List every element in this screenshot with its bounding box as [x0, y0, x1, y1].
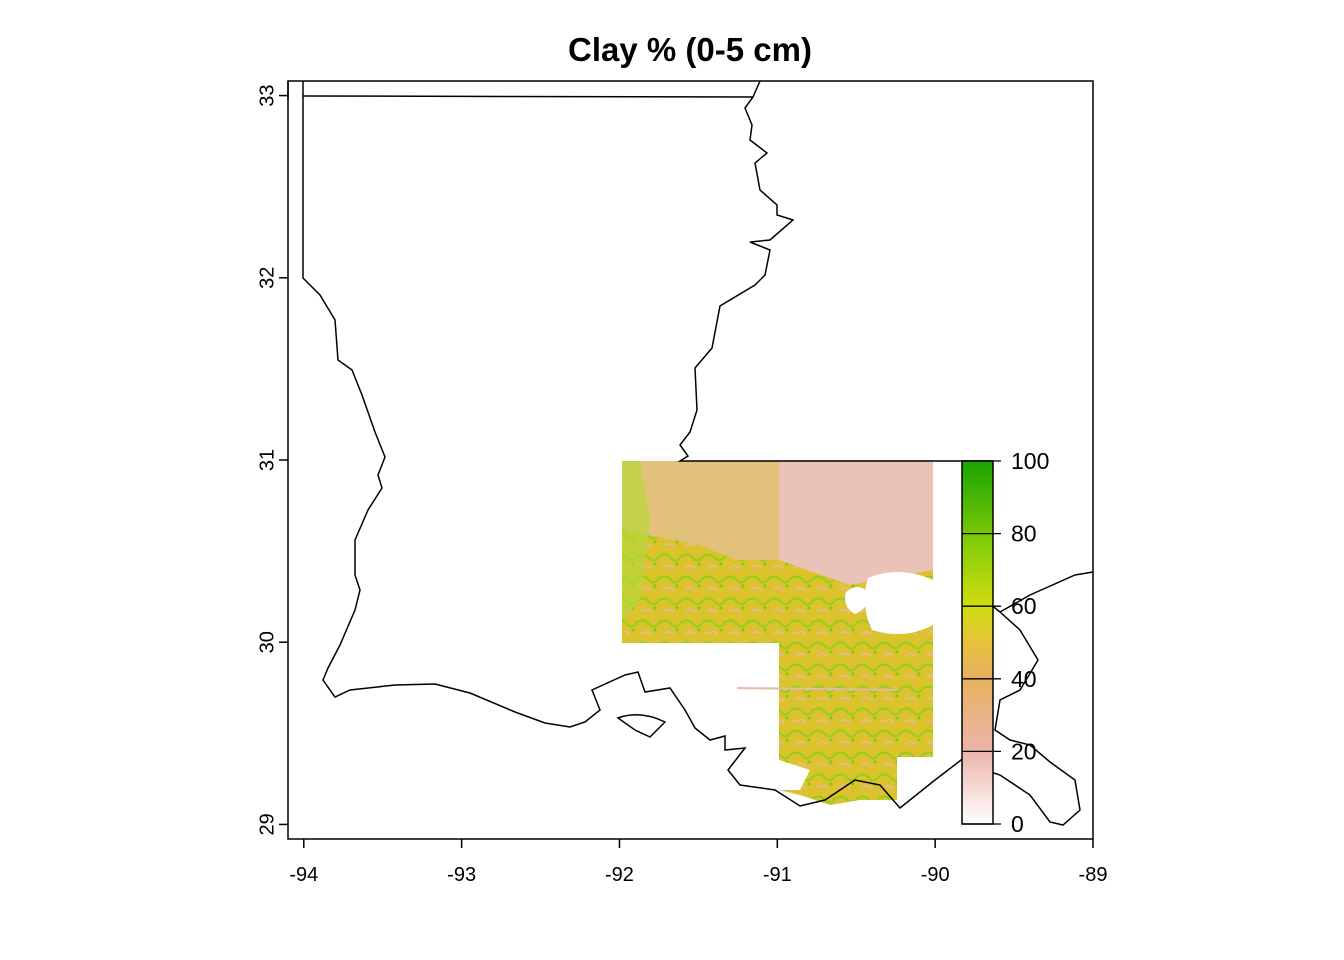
louisiana-outline [287, 81, 966, 810]
x-tick-label: -93 [447, 864, 476, 886]
raster-south-block [779, 643, 933, 805]
y-tick-label: 30 [256, 631, 278, 653]
legend-tick-label: 80 [1011, 521, 1037, 547]
lake-pontchartrain [864, 571, 933, 634]
legend-tick-label: 0 [1011, 811, 1024, 837]
clay-raster [622, 461, 933, 805]
raster-west-green-strip [622, 461, 650, 620]
x-tick-label: -94 [289, 864, 318, 886]
raster-west-yellow-patches [622, 530, 779, 643]
y-tick-label: 32 [256, 267, 278, 289]
legend-tick-label: 60 [1011, 593, 1037, 619]
legend-ticks: 0 20 40 60 80 100 [962, 448, 1049, 837]
y-tick-label: 31 [256, 449, 278, 471]
x-tick-label: -90 [921, 864, 950, 886]
legend-tick-label: 100 [1011, 448, 1049, 474]
x-tick-label: -92 [605, 864, 634, 886]
marsh-island [616, 714, 667, 738]
y-tick-label: 29 [256, 813, 278, 835]
legend-tick-label: 40 [1011, 666, 1037, 692]
map-title: Clay % (0-5 cm) [568, 31, 812, 68]
x-tick-label: -91 [763, 864, 792, 886]
legend-color-bar [961, 460, 994, 825]
raster-south-pink-stripe [736, 687, 898, 691]
map-axes: -94 -93 -92 -91 -90 -89 29 30 31 32 33 [256, 80, 1108, 886]
lake-maurepas [845, 587, 869, 614]
x-tick-label: -89 [1079, 864, 1108, 886]
raster-coastal-gap [779, 760, 810, 790]
state-borders [287, 80, 1094, 826]
mississippi-river-border [302, 80, 993, 462]
legend-tick-label: 20 [1011, 738, 1037, 764]
y-tick-label: 33 [256, 84, 278, 106]
color-legend: 0 20 40 60 80 100 [961, 448, 1049, 837]
